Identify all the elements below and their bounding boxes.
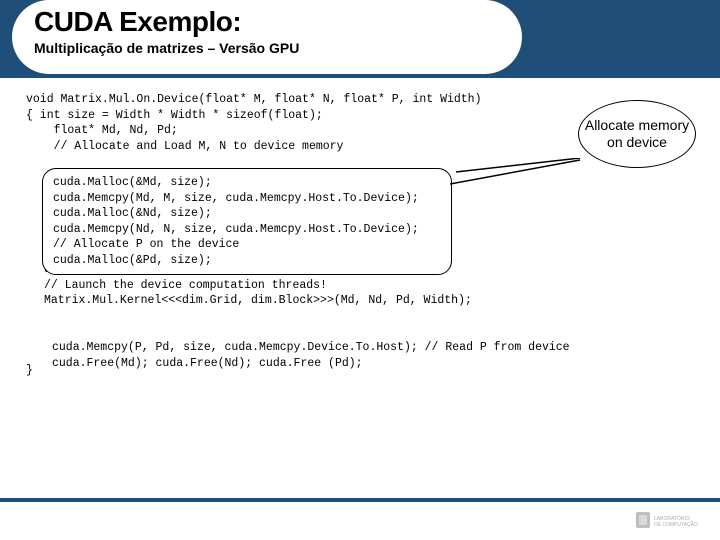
- code-line: // Allocate P on the device: [53, 237, 441, 253]
- svg-text:DE COMPUTAÇÃO: DE COMPUTAÇÃO: [654, 521, 698, 528]
- code-line: cuda.Memcpy(Md, M, size, cuda.Memcpy.Hos…: [53, 191, 441, 207]
- code-line: cuda.Memcpy(Nd, N, size, cuda.Memcpy.Hos…: [53, 222, 441, 238]
- code-line: cuda.Free(Md); cuda.Free(Nd); cuda.Free …: [52, 356, 654, 372]
- code-block-allocate: cuda.Malloc(&Md, size); cuda.Memcpy(Md, …: [42, 168, 452, 275]
- code-line: // Launch the device computation threads…: [26, 278, 698, 294]
- code-line: cuda.Malloc(&Md, size);: [53, 175, 441, 191]
- code-block-copyback: cuda.Memcpy(P, Pd, size, cuda.Memcpy.Dev…: [42, 336, 664, 375]
- svg-text:LABORATÓRIO: LABORATÓRIO: [654, 515, 690, 522]
- callout-bubble: Allocate memory on device: [578, 100, 696, 168]
- code-line: cuda.Malloc(&Pd, size);: [53, 253, 441, 269]
- slide-subtitle: Multiplicação de matrizes – Versão GPU: [34, 40, 500, 56]
- footer-bar: [0, 498, 720, 502]
- code-line: cuda.Memcpy(P, Pd, size, cuda.Memcpy.Dev…: [52, 340, 654, 356]
- footer-logo: LABORATÓRIO DE COMPUTAÇÃO: [634, 508, 704, 532]
- callout-text: Allocate memory on device: [579, 117, 695, 151]
- title-container: CUDA Exemplo: Multiplicação de matrizes …: [12, 0, 522, 74]
- code-line: void Matrix.Mul.On.Device(float* M, floa…: [26, 92, 698, 108]
- callout-connector: [450, 158, 590, 188]
- code-line: cuda.Malloc(&Nd, size);: [53, 206, 441, 222]
- header-bar: CUDA Exemplo: Multiplicação de matrizes …: [0, 0, 720, 78]
- slide-title: CUDA Exemplo:: [34, 6, 500, 38]
- code-line: Matrix.Mul.Kernel<<<dim.Grid, dim.Block>…: [26, 293, 698, 309]
